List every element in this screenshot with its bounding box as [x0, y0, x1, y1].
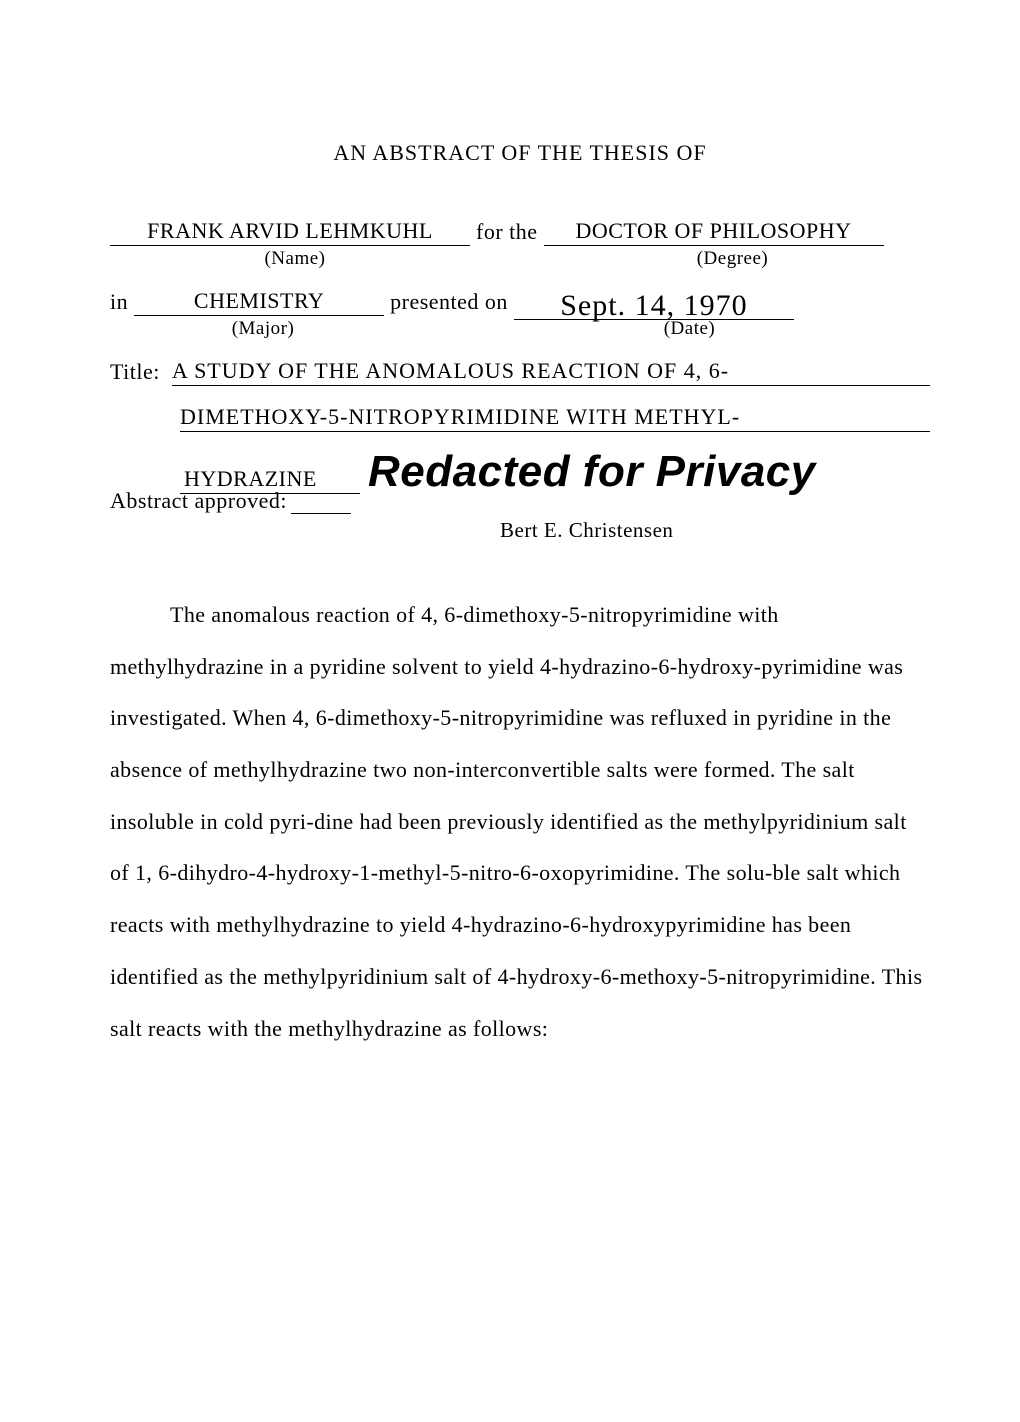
major-value: CHEMISTRY — [134, 288, 384, 316]
title-word: Title: — [110, 359, 166, 386]
approver-name: Bert E. Christensen — [500, 518, 930, 543]
name-label: (Name) — [110, 248, 480, 270]
row-major-date-labels: . (Major) . (Date) — [110, 318, 930, 340]
redacted-text: Redacted for Privacy — [360, 450, 816, 494]
presented-on-label: presented on — [384, 289, 514, 316]
body-text-content: The anomalous reaction of 4, 6-dimethoxy… — [110, 602, 922, 1041]
page: AN ABSTRACT OF THE THESIS OF FRANK ARVID… — [0, 0, 1020, 1422]
page-heading: AN ABSTRACT OF THE THESIS OF — [110, 140, 930, 166]
approved-blank — [291, 513, 351, 514]
degree-value: DOCTOR OF PHILOSOPHY — [544, 218, 884, 246]
degree-label: (Degree) — [560, 248, 905, 270]
major-label: (Major) — [134, 318, 392, 340]
row-name-degree: FRANK ARVID LEHMKUHL for the DOCTOR OF P… — [110, 218, 930, 246]
row-major-date: in CHEMISTRY presented on Sept. 14, 1970 — [110, 288, 930, 316]
for-the-label: for the — [470, 219, 544, 246]
row-name-degree-labels: (Name) . (Degree) — [110, 248, 930, 270]
approved-label: Abstract approved: — [110, 488, 287, 514]
title-line-1: Title: A STUDY OF THE ANOMALOUS REACTION… — [110, 358, 930, 386]
name-value: FRANK ARVID LEHMKUHL — [110, 218, 470, 246]
abstract-body: The anomalous reaction of 4, 6-dimethoxy… — [110, 589, 930, 1054]
title-line-2: DIMETHOXY-5-NITROPYRIMIDINE WITH METHYL- — [180, 404, 930, 432]
in-label: in — [110, 289, 134, 316]
date-value: Sept. 14, 1970 — [514, 294, 794, 320]
form-block: FRANK ARVID LEHMKUHL for the DOCTOR OF P… — [110, 218, 930, 543]
title-2-text: DIMETHOXY-5-NITROPYRIMIDINE WITH METHYL- — [180, 404, 930, 432]
title-1-text: A STUDY OF THE ANOMALOUS REACTION OF 4, … — [172, 358, 930, 386]
